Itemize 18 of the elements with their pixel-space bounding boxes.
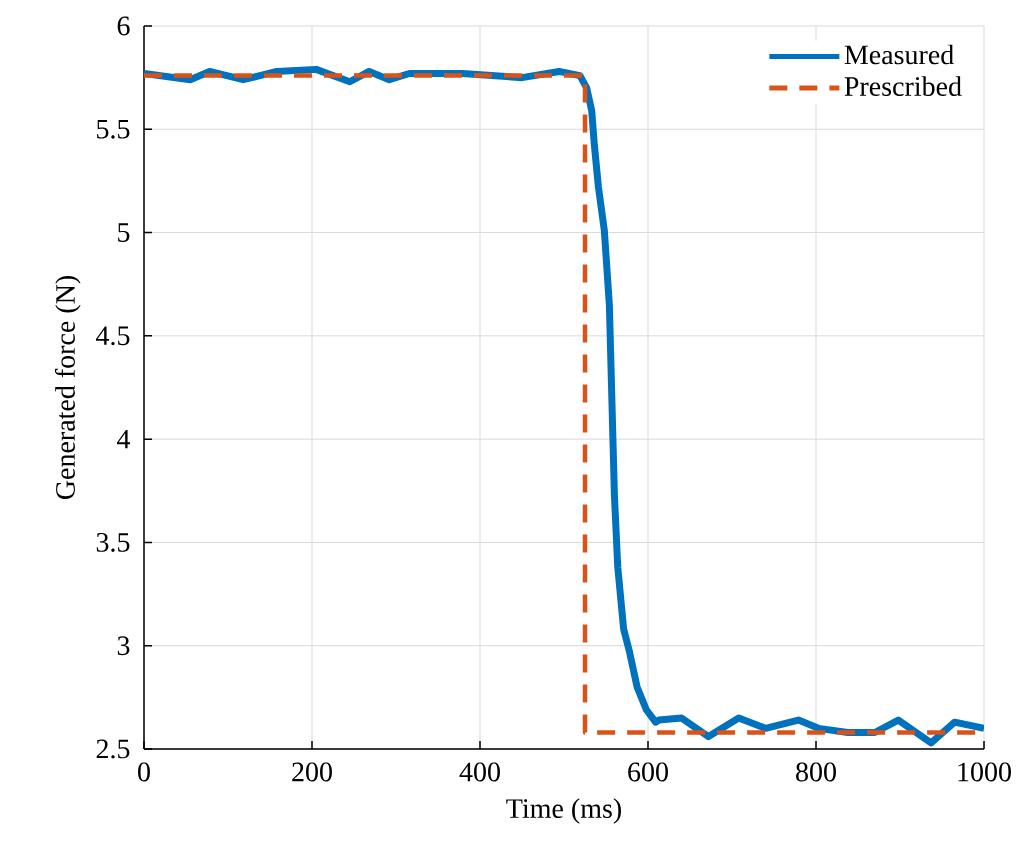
y-axis-title: Generated force (N) xyxy=(54,276,81,500)
y-tick-label: 6 xyxy=(117,16,130,36)
y-tick-label: 3.5 xyxy=(96,532,130,552)
y-tick-label: 4.5 xyxy=(96,326,130,346)
x-tick-label: 800 xyxy=(796,762,836,782)
x-tick-label: 1000 xyxy=(958,762,1011,782)
x-axis-title: Time (ms) xyxy=(506,798,621,824)
y-tick-label: 5.5 xyxy=(97,119,130,139)
y-tick-label: 3 xyxy=(117,636,130,656)
y-tick-label: 2.5 xyxy=(96,739,130,759)
x-tick-label: 200 xyxy=(292,762,332,782)
x-tick-label: 0 xyxy=(138,762,150,782)
legend-label: Measured xyxy=(844,44,954,65)
y-tick-label: 5 xyxy=(118,223,130,242)
y-tick-label: 4 xyxy=(117,429,131,449)
legend-label: Prescribed xyxy=(844,76,962,96)
x-tick-label: 400 xyxy=(459,762,500,782)
x-tick-label: 600 xyxy=(628,762,668,782)
